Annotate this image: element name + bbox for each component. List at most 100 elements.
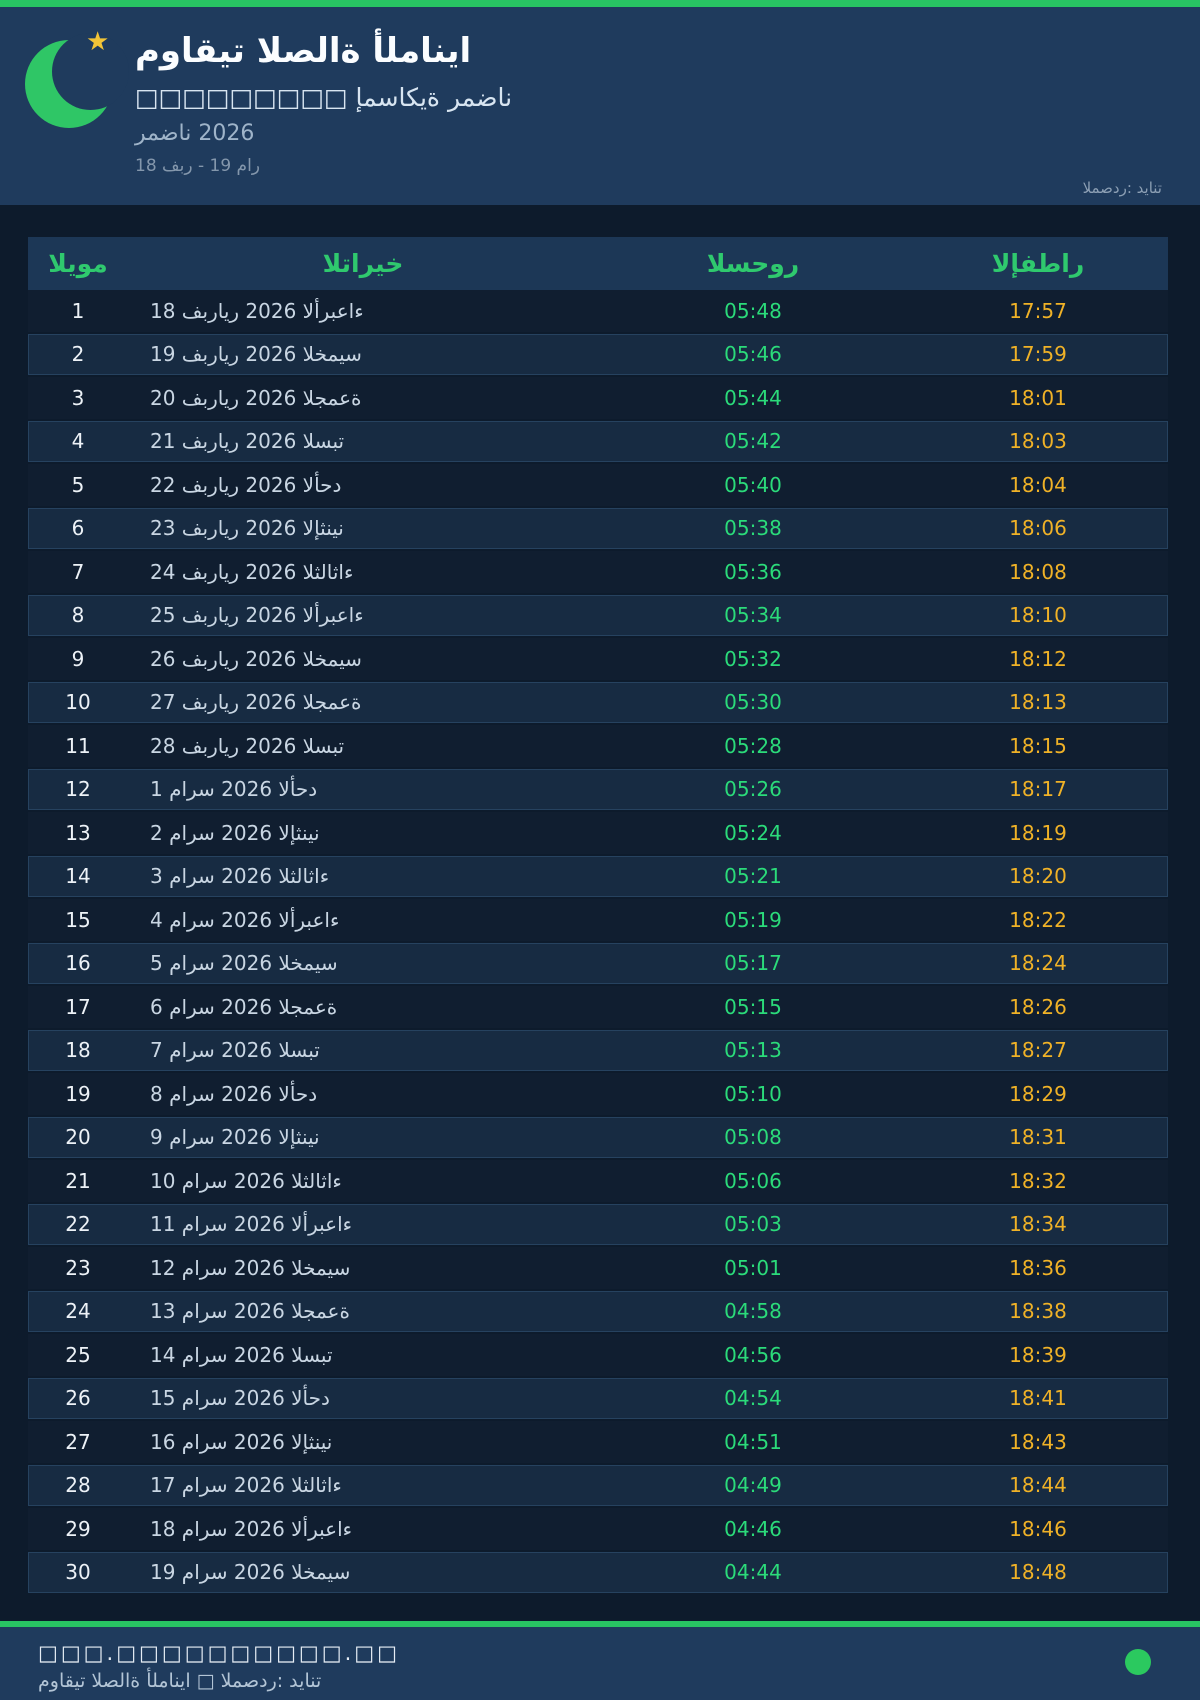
table-row: 24 13 مارس 2026 الجمعة 04:58 18:38 bbox=[28, 1290, 1168, 1334]
date-cell: 12 مارس 2026 الخميس bbox=[150, 1255, 351, 1280]
table-row: 17 6 مارس 2026 الجمعة 05:15 18:26 bbox=[28, 986, 1168, 1030]
suhoor-time-cell: 05:46 bbox=[724, 342, 782, 367]
date-cell: 17 مارس 2026 الثلاثاء bbox=[150, 1473, 342, 1498]
table-row: 18 7 مارس 2026 السبت 05:13 18:27 bbox=[28, 1029, 1168, 1073]
iftar-time-cell: 18:36 bbox=[1009, 1255, 1067, 1280]
page-header: ★ مواقيت الصلاة ألمانيا □□□□□□□□□ إمساكي… bbox=[0, 7, 1200, 205]
table-row: 13 2 مارس 2026 الإثنين 05:24 18:19 bbox=[28, 812, 1168, 856]
date-cell: 23 فبراير 2026 الإثنين bbox=[150, 516, 344, 541]
date-cell: 18 فبراير 2026 الأربعاء bbox=[150, 298, 364, 323]
table-row: 26 15 مارس 2026 الأحد 04:54 18:41 bbox=[28, 1377, 1168, 1421]
suhoor-time-cell: 05:17 bbox=[724, 951, 782, 976]
iftar-time-cell: 18:48 bbox=[1009, 1560, 1067, 1585]
iftar-time-cell: 18:22 bbox=[1009, 907, 1067, 932]
iftar-time-cell: 18:41 bbox=[1009, 1386, 1067, 1411]
date-cell: 26 فبراير 2026 الخميس bbox=[150, 646, 362, 671]
iftar-time-cell: 18:19 bbox=[1009, 820, 1067, 845]
suhoor-time-cell: 05:34 bbox=[724, 603, 782, 628]
suhoor-time-cell: 05:21 bbox=[724, 864, 782, 889]
table-row: 29 18 مارس 2026 الأربعاء 04:46 18:46 bbox=[28, 1508, 1168, 1552]
table-row: 16 5 مارس 2026 الخميس 05:17 18:24 bbox=[28, 942, 1168, 986]
iftar-time-cell: 18:08 bbox=[1009, 559, 1067, 584]
date-cell: 20 فبراير 2026 الجمعة bbox=[150, 385, 362, 410]
suhoor-time-cell: 04:44 bbox=[724, 1560, 782, 1585]
date-cell: 4 مارس 2026 الأربعاء bbox=[150, 907, 340, 932]
table-header-row: اليوم التاريخ السحور الإفطار bbox=[28, 237, 1168, 290]
day-number-cell: 26 bbox=[65, 1386, 91, 1411]
date-cell: 7 مارس 2026 السبت bbox=[150, 1038, 320, 1063]
iftar-time-cell: 18:43 bbox=[1009, 1429, 1067, 1454]
date-cell: 27 فبراير 2026 الجمعة bbox=[150, 690, 362, 715]
date-cell: 14 مارس 2026 السبت bbox=[150, 1342, 333, 1367]
day-number-cell: 6 bbox=[71, 516, 85, 541]
suhoor-time-cell: 04:46 bbox=[724, 1516, 782, 1541]
iftar-time-cell: 18:46 bbox=[1009, 1516, 1067, 1541]
day-number-cell: 28 bbox=[65, 1473, 91, 1498]
table-row: 10 27 فبراير 2026 الجمعة 05:30 18:13 bbox=[28, 681, 1168, 725]
suhoor-time-cell: 05:48 bbox=[724, 298, 782, 323]
table-row: 14 3 مارس 2026 الثلاثاء 05:21 18:20 bbox=[28, 855, 1168, 899]
iftar-time-cell: 18:04 bbox=[1009, 472, 1067, 497]
day-number-cell: 25 bbox=[65, 1342, 91, 1367]
day-number-cell: 24 bbox=[65, 1299, 91, 1324]
table-row: 27 16 مارس 2026 الإثنين 04:51 18:43 bbox=[28, 1421, 1168, 1465]
prayer-times-table: اليوم التاريخ السحور الإفطار 1 18 فبراير… bbox=[28, 237, 1168, 1595]
table-row: 20 9 مارس 2026 الإثنين 05:08 18:31 bbox=[28, 1116, 1168, 1160]
day-number-cell: 22 bbox=[65, 1212, 91, 1237]
date-cell: 5 مارس 2026 الخميس bbox=[150, 951, 338, 976]
iftar-time-cell: 18:15 bbox=[1009, 733, 1067, 758]
day-number-cell: 12 bbox=[65, 777, 91, 802]
suhoor-time-cell: 05:28 bbox=[724, 733, 782, 758]
table-row: 21 10 مارس 2026 الثلاثاء 05:06 18:32 bbox=[28, 1160, 1168, 1204]
day-number-cell: 23 bbox=[65, 1255, 91, 1280]
footer-caption: مواقيت الصلاة ألمانيا □ المصدر: ديانت bbox=[38, 1670, 322, 1692]
day-number-cell: 10 bbox=[65, 690, 91, 715]
day-number-cell: 16 bbox=[65, 951, 91, 976]
date-cell: 22 فبراير 2026 الأحد bbox=[150, 472, 342, 497]
star-icon: ★ bbox=[86, 27, 110, 57]
table-row: 19 8 مارس 2026 الأحد 05:10 18:29 bbox=[28, 1073, 1168, 1117]
date-cell: 15 مارس 2026 الأحد bbox=[150, 1386, 330, 1411]
iftar-time-cell: 18:27 bbox=[1009, 1038, 1067, 1063]
column-header-suhoor: السحور bbox=[706, 249, 800, 278]
table-row: 25 14 مارس 2026 السبت 04:56 18:39 bbox=[28, 1334, 1168, 1378]
date-cell: 3 مارس 2026 الثلاثاء bbox=[150, 864, 330, 889]
ramadan-year-label: رمضان 2026 bbox=[135, 121, 255, 146]
day-number-cell: 9 bbox=[71, 646, 85, 671]
day-number-cell: 19 bbox=[65, 1081, 91, 1106]
iftar-time-cell: 18:20 bbox=[1009, 864, 1067, 889]
date-cell: 1 مارس 2026 الأحد bbox=[150, 777, 318, 802]
iftar-time-cell: 18:03 bbox=[1009, 429, 1067, 454]
date-cell: 19 فبراير 2026 الخميس bbox=[150, 342, 362, 367]
suhoor-time-cell: 05:40 bbox=[724, 472, 782, 497]
column-header-iftar: الإفطار bbox=[991, 249, 1085, 278]
table-row: 4 21 فبراير 2026 السبت 05:42 18:03 bbox=[28, 420, 1168, 464]
date-range-label: 18 فبر - 19 مار bbox=[135, 156, 261, 176]
iftar-time-cell: 18:13 bbox=[1009, 690, 1067, 715]
footer-accent-stripe bbox=[0, 1621, 1200, 1627]
table-row: 12 1 مارس 2026 الأحد 05:26 18:17 bbox=[28, 768, 1168, 812]
suhoor-time-cell: 05:08 bbox=[724, 1125, 782, 1150]
source-label: المصدر: ديانت bbox=[1082, 179, 1162, 197]
iftar-time-cell: 17:57 bbox=[1009, 298, 1067, 323]
page-subtitle: □□□□□□□□□ إمساكية رمضان bbox=[135, 83, 513, 112]
iftar-time-cell: 18:06 bbox=[1009, 516, 1067, 541]
table-row: 30 19 مارس 2026 الخميس 04:44 18:48 bbox=[28, 1551, 1168, 1595]
crescent-moon-icon bbox=[25, 33, 129, 128]
iftar-time-cell: 18:17 bbox=[1009, 777, 1067, 802]
iftar-time-cell: 18:26 bbox=[1009, 994, 1067, 1019]
date-cell: 21 فبراير 2026 السبت bbox=[150, 429, 345, 454]
day-number-cell: 7 bbox=[71, 559, 85, 584]
day-number-cell: 17 bbox=[65, 994, 91, 1019]
day-number-cell: 29 bbox=[65, 1516, 91, 1541]
suhoor-time-cell: 05:44 bbox=[724, 385, 782, 410]
day-number-cell: 18 bbox=[65, 1038, 91, 1063]
day-number-cell: 14 bbox=[65, 864, 91, 889]
green-dot-icon bbox=[1125, 1649, 1151, 1675]
suhoor-time-cell: 05:30 bbox=[724, 690, 782, 715]
iftar-time-cell: 18:10 bbox=[1009, 603, 1067, 628]
suhoor-time-cell: 05:24 bbox=[724, 820, 782, 845]
iftar-time-cell: 18:34 bbox=[1009, 1212, 1067, 1237]
column-header-date: التاريخ bbox=[322, 249, 404, 278]
table-row: 28 17 مارس 2026 الثلاثاء 04:49 18:44 bbox=[28, 1464, 1168, 1508]
